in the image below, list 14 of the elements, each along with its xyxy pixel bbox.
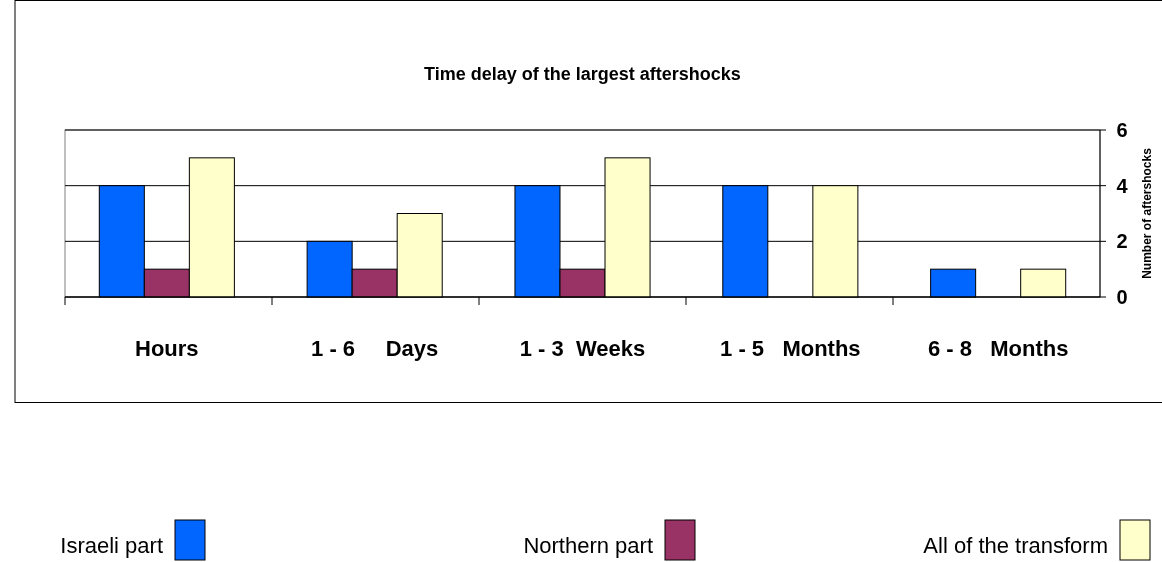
x-tick-label: 1 - 3 Weeks (519, 336, 646, 361)
x-tick-label: 6 - 8 Months (927, 336, 1069, 361)
y-tick-label: 6 (1116, 119, 1128, 141)
y-tick-label: 2 (1116, 230, 1128, 253)
legend-label: Israeli part (60, 533, 163, 558)
legend-label: All of the transform (923, 533, 1108, 558)
chart-title: Time delay of the largest aftershocks (424, 64, 741, 84)
x-tick-label: 1 - 5 Months (720, 336, 861, 361)
legend-label: Northern part (523, 533, 653, 558)
y-axis-title: Number of aftershocks (1140, 147, 1154, 279)
x-tick-label: 1 - 6 Days (311, 336, 439, 361)
y-tick-label: 4 (1116, 174, 1129, 197)
x-tick-label: Hours (135, 336, 199, 361)
y-tick-label: 0 (1116, 286, 1128, 308)
